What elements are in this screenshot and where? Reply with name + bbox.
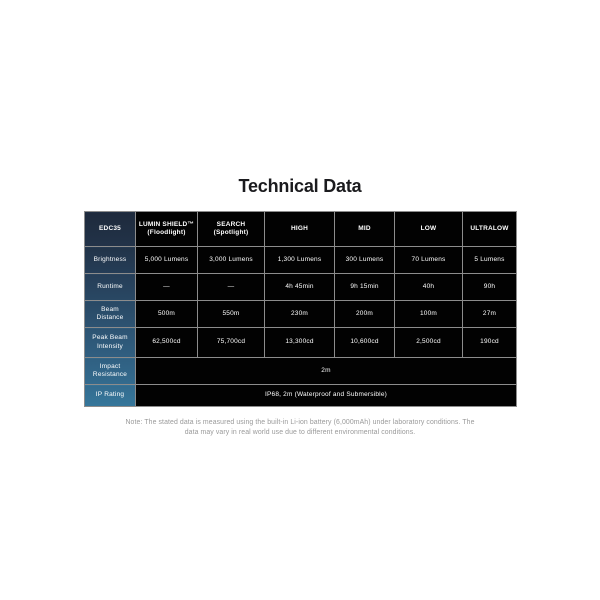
cell-value: 1,300 Lumens [264,246,335,274]
table-row-beam-distance: Beam Distance 500m 550m 230m 200m 100m 2… [84,300,517,328]
cell-value: — [197,273,265,301]
column-header-low: LOW [394,211,463,247]
cell-value: 500m [135,300,198,328]
column-header-high: HIGH [264,211,335,247]
cell-value-full-span: IP68, 2m (Waterproof and Submersible) [135,384,517,407]
table-row-impact-resistance: Impact Resistance 2m [84,357,517,385]
row-label: Brightness [84,246,136,274]
technical-data-table: EDC35 LUMIN SHIELD™ (Floodlight) SEARCH … [84,211,517,407]
cell-value: 550m [197,300,265,328]
column-header-label: SEARCH [216,220,246,228]
column-header-label: LUMIN SHIELD™ [138,220,195,228]
column-header-search: SEARCH (Spotlight) [197,211,265,247]
row-label: Impact Resistance [84,357,136,385]
row-label: IP Rating [84,384,136,407]
cell-value: 40h [394,273,463,301]
table-row-brightness: Brightness 5,000 Lumens 3,000 Lumens 1,3… [84,246,517,274]
cell-value: 5,000 Lumens [135,246,198,274]
column-header-sublabel: (Floodlight) [147,229,186,236]
cell-value: 300 Lumens [334,246,395,274]
cell-value: — [135,273,198,301]
row-label: Runtime [84,273,136,301]
cell-value: 230m [264,300,335,328]
row-label: Peak Beam Intensity [84,327,136,358]
column-header-lumin-shield: LUMIN SHIELD™ (Floodlight) [135,211,198,247]
cell-value: 13,300cd [264,327,335,358]
footnote: Note: The stated data is measured using … [0,418,600,438]
cell-value: 75,700cd [197,327,265,358]
cell-value: 190cd [462,327,517,358]
column-header-mid: MID [334,211,395,247]
cell-value: 100m [394,300,463,328]
column-header-ultralow: ULTRALOW [462,211,517,247]
cell-value: 5 Lumens [462,246,517,274]
table-header-row: EDC35 LUMIN SHIELD™ (Floodlight) SEARCH … [84,211,517,247]
cell-value: 10,600cd [334,327,395,358]
cell-value: 3,000 Lumens [197,246,265,274]
row-label: Beam Distance [84,300,136,328]
cell-value: 62,500cd [135,327,198,358]
column-header-sublabel: (Spotlight) [213,229,249,236]
table-row-peak-beam-intensity: Peak Beam Intensity 62,500cd 75,700cd 13… [84,327,517,358]
footnote-line-2: data may vary in real world use due to d… [184,429,416,436]
page-title: Technical Data [238,176,362,196]
cell-value: 70 Lumens [394,246,463,274]
cell-value: 9h 15min [334,273,395,301]
cell-value: 4h 45min [264,273,335,301]
cell-value: 90h [462,273,517,301]
model-name-cell: EDC35 [84,211,136,247]
cell-value: 200m [334,300,395,328]
table-row-runtime: Runtime — — 4h 45min 9h 15min 40h 90h [84,273,517,301]
footnote-line-1: Note: The stated data is measured using … [125,419,475,426]
cell-value: 27m [462,300,517,328]
table-row-ip-rating: IP Rating IP68, 2m (Waterproof and Subme… [84,384,517,407]
cell-value-full-span: 2m [135,357,517,385]
cell-value: 2,500cd [394,327,463,358]
